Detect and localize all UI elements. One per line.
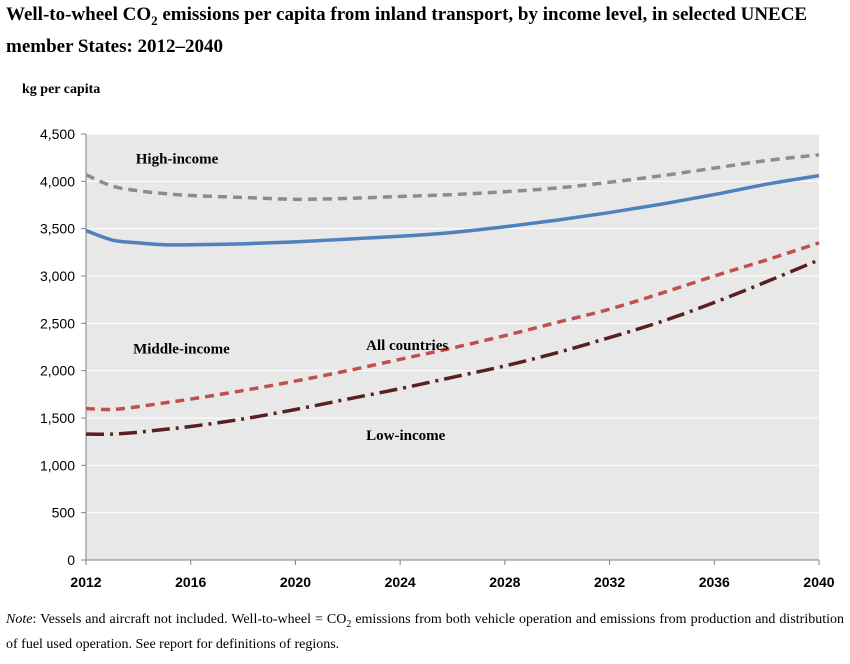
y-tick-label: 2,000 [40,363,75,379]
series-line-high-income [85,153,820,202]
x-tick-label: 2036 [699,574,730,590]
gridlines [86,133,819,514]
y-tick-label: 3,500 [40,221,75,237]
x-tick-label: 2016 [175,574,206,590]
series-lines [85,153,820,436]
chart-title: Well-to-wheel CO2 emissions per capita f… [6,4,808,57]
series-label-low-income: Low-income [366,428,445,444]
x-tick-label: 2032 [594,574,625,590]
x-tick-label: 2024 [385,574,416,590]
y-axis-label: kg per capita [22,82,101,97]
x-tick-label: 2020 [280,574,311,590]
series-line-low-income [85,258,820,436]
series-line-middle-income [85,241,820,412]
x-axis-ticks: 2012 2016 2020 2024 2028 2032 2036 2040 [70,560,835,590]
y-tick-label: 2,500 [40,315,75,331]
y-tick-label: 3,000 [40,268,75,284]
y-tick-label: 0 [67,552,75,568]
footnote: Note: Vessels and aircraft not included.… [6,612,844,652]
series-label-all-countries: All countries [366,338,448,354]
y-tick-label: 4,000 [40,173,75,189]
series-label-high-income: High-income [136,151,219,167]
series-line-all-countries [85,173,820,247]
x-tick-label: 2028 [489,574,520,590]
y-tick-label: 1,500 [40,410,75,426]
y-tick-label: 1,000 [40,457,75,473]
series-labels: High-income All countries Middle-income Low… [133,151,448,443]
x-tick-label: 2012 [70,574,101,590]
y-tick-label: 500 [52,505,76,521]
series-label-middle-income: Middle-income [133,342,230,358]
x-tick-label: 2040 [803,574,834,590]
line-chart: 0 500 1,000 1,500 2,000 2,500 3,000 3,500 4,000 4… [40,126,835,590]
plot-area [86,134,819,560]
y-axis-ticks: 0 500 1,000 1,500 2,000 2,500 3,000 3,500 4,000 4… [40,126,86,568]
y-tick-label: 4,500 [40,126,75,142]
